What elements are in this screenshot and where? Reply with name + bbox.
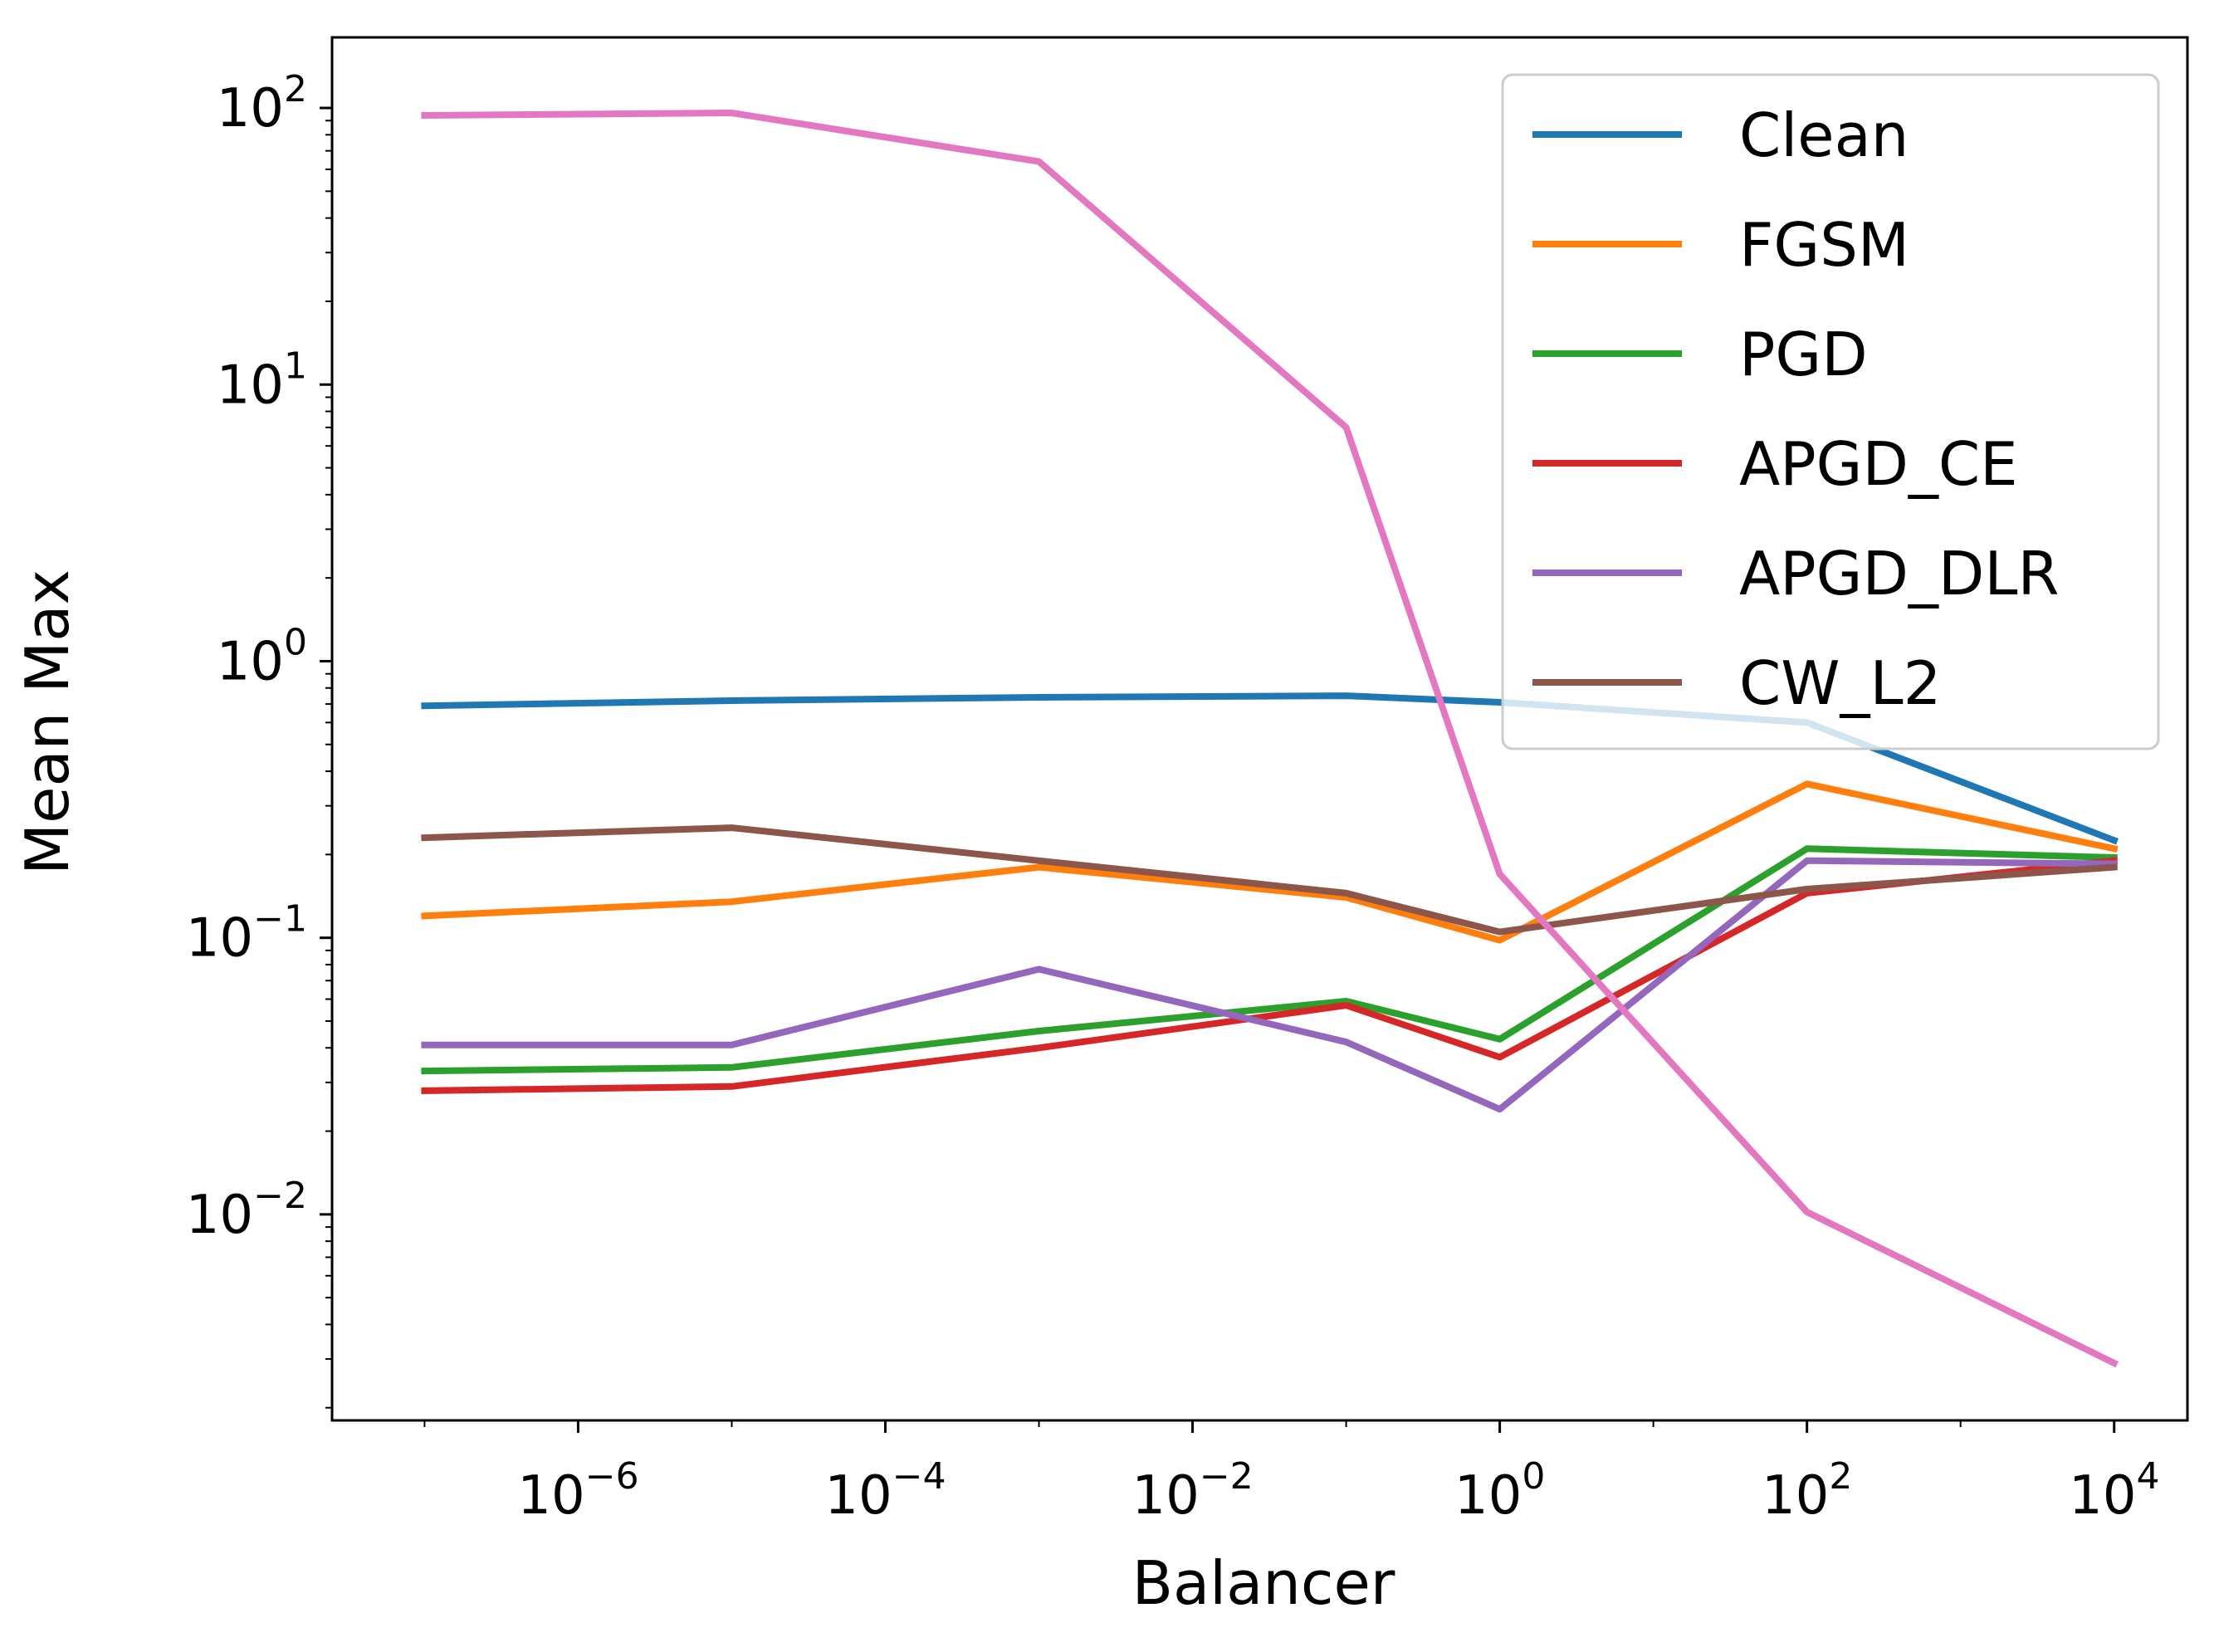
y-tick-label: 100	[217, 621, 307, 692]
x-tick-label: 102	[1762, 1455, 1852, 1527]
x-tick-label: 104	[2069, 1455, 2159, 1527]
y-tick-label: 10−2	[186, 1175, 307, 1246]
legend-entry-label: PGD	[1739, 320, 1868, 389]
series-line-pgd	[421, 845, 2118, 1075]
series-line-unlabeled-6	[421, 110, 2119, 1368]
series-line-cw-l2	[421, 824, 2118, 936]
axes: 10−6 10−4 10−2 100 102 104 10−2 10−1 100 101 102	[186, 36, 2189, 1527]
legend-entry-label: CW_L2	[1739, 648, 1941, 718]
y-axis-label: Mean Max	[12, 569, 82, 875]
x-axis-label: Balancer	[1132, 1548, 1395, 1618]
legend: Clean FGSM PGD APGD_CE APGD_DLR CW_L2	[1501, 73, 2160, 750]
y-tick-label: 102	[217, 68, 307, 139]
x-tick-label: 100	[1454, 1455, 1545, 1527]
y-tick-label: 101	[217, 345, 307, 416]
series-line-apgd-dlr	[421, 857, 2118, 1113]
series-line-apgd-ce	[421, 857, 2119, 1094]
x-tick-label: 10−6	[517, 1455, 638, 1527]
y-tick-label: 10−1	[186, 898, 307, 970]
legend-entry-label: Clean	[1739, 100, 1909, 170]
x-tick-label: 10−4	[824, 1455, 946, 1527]
plot-area	[421, 110, 2119, 1368]
plot-frame	[330, 36, 2189, 1422]
legend-entry-label: FGSM	[1739, 210, 1909, 280]
legend-entry-label: APGD_DLR	[1739, 539, 2060, 609]
series-line-fgsm	[421, 780, 2119, 944]
legend-entry-label: APGD_CE	[1739, 429, 2018, 499]
x-tick-label: 10−2	[1131, 1455, 1253, 1527]
